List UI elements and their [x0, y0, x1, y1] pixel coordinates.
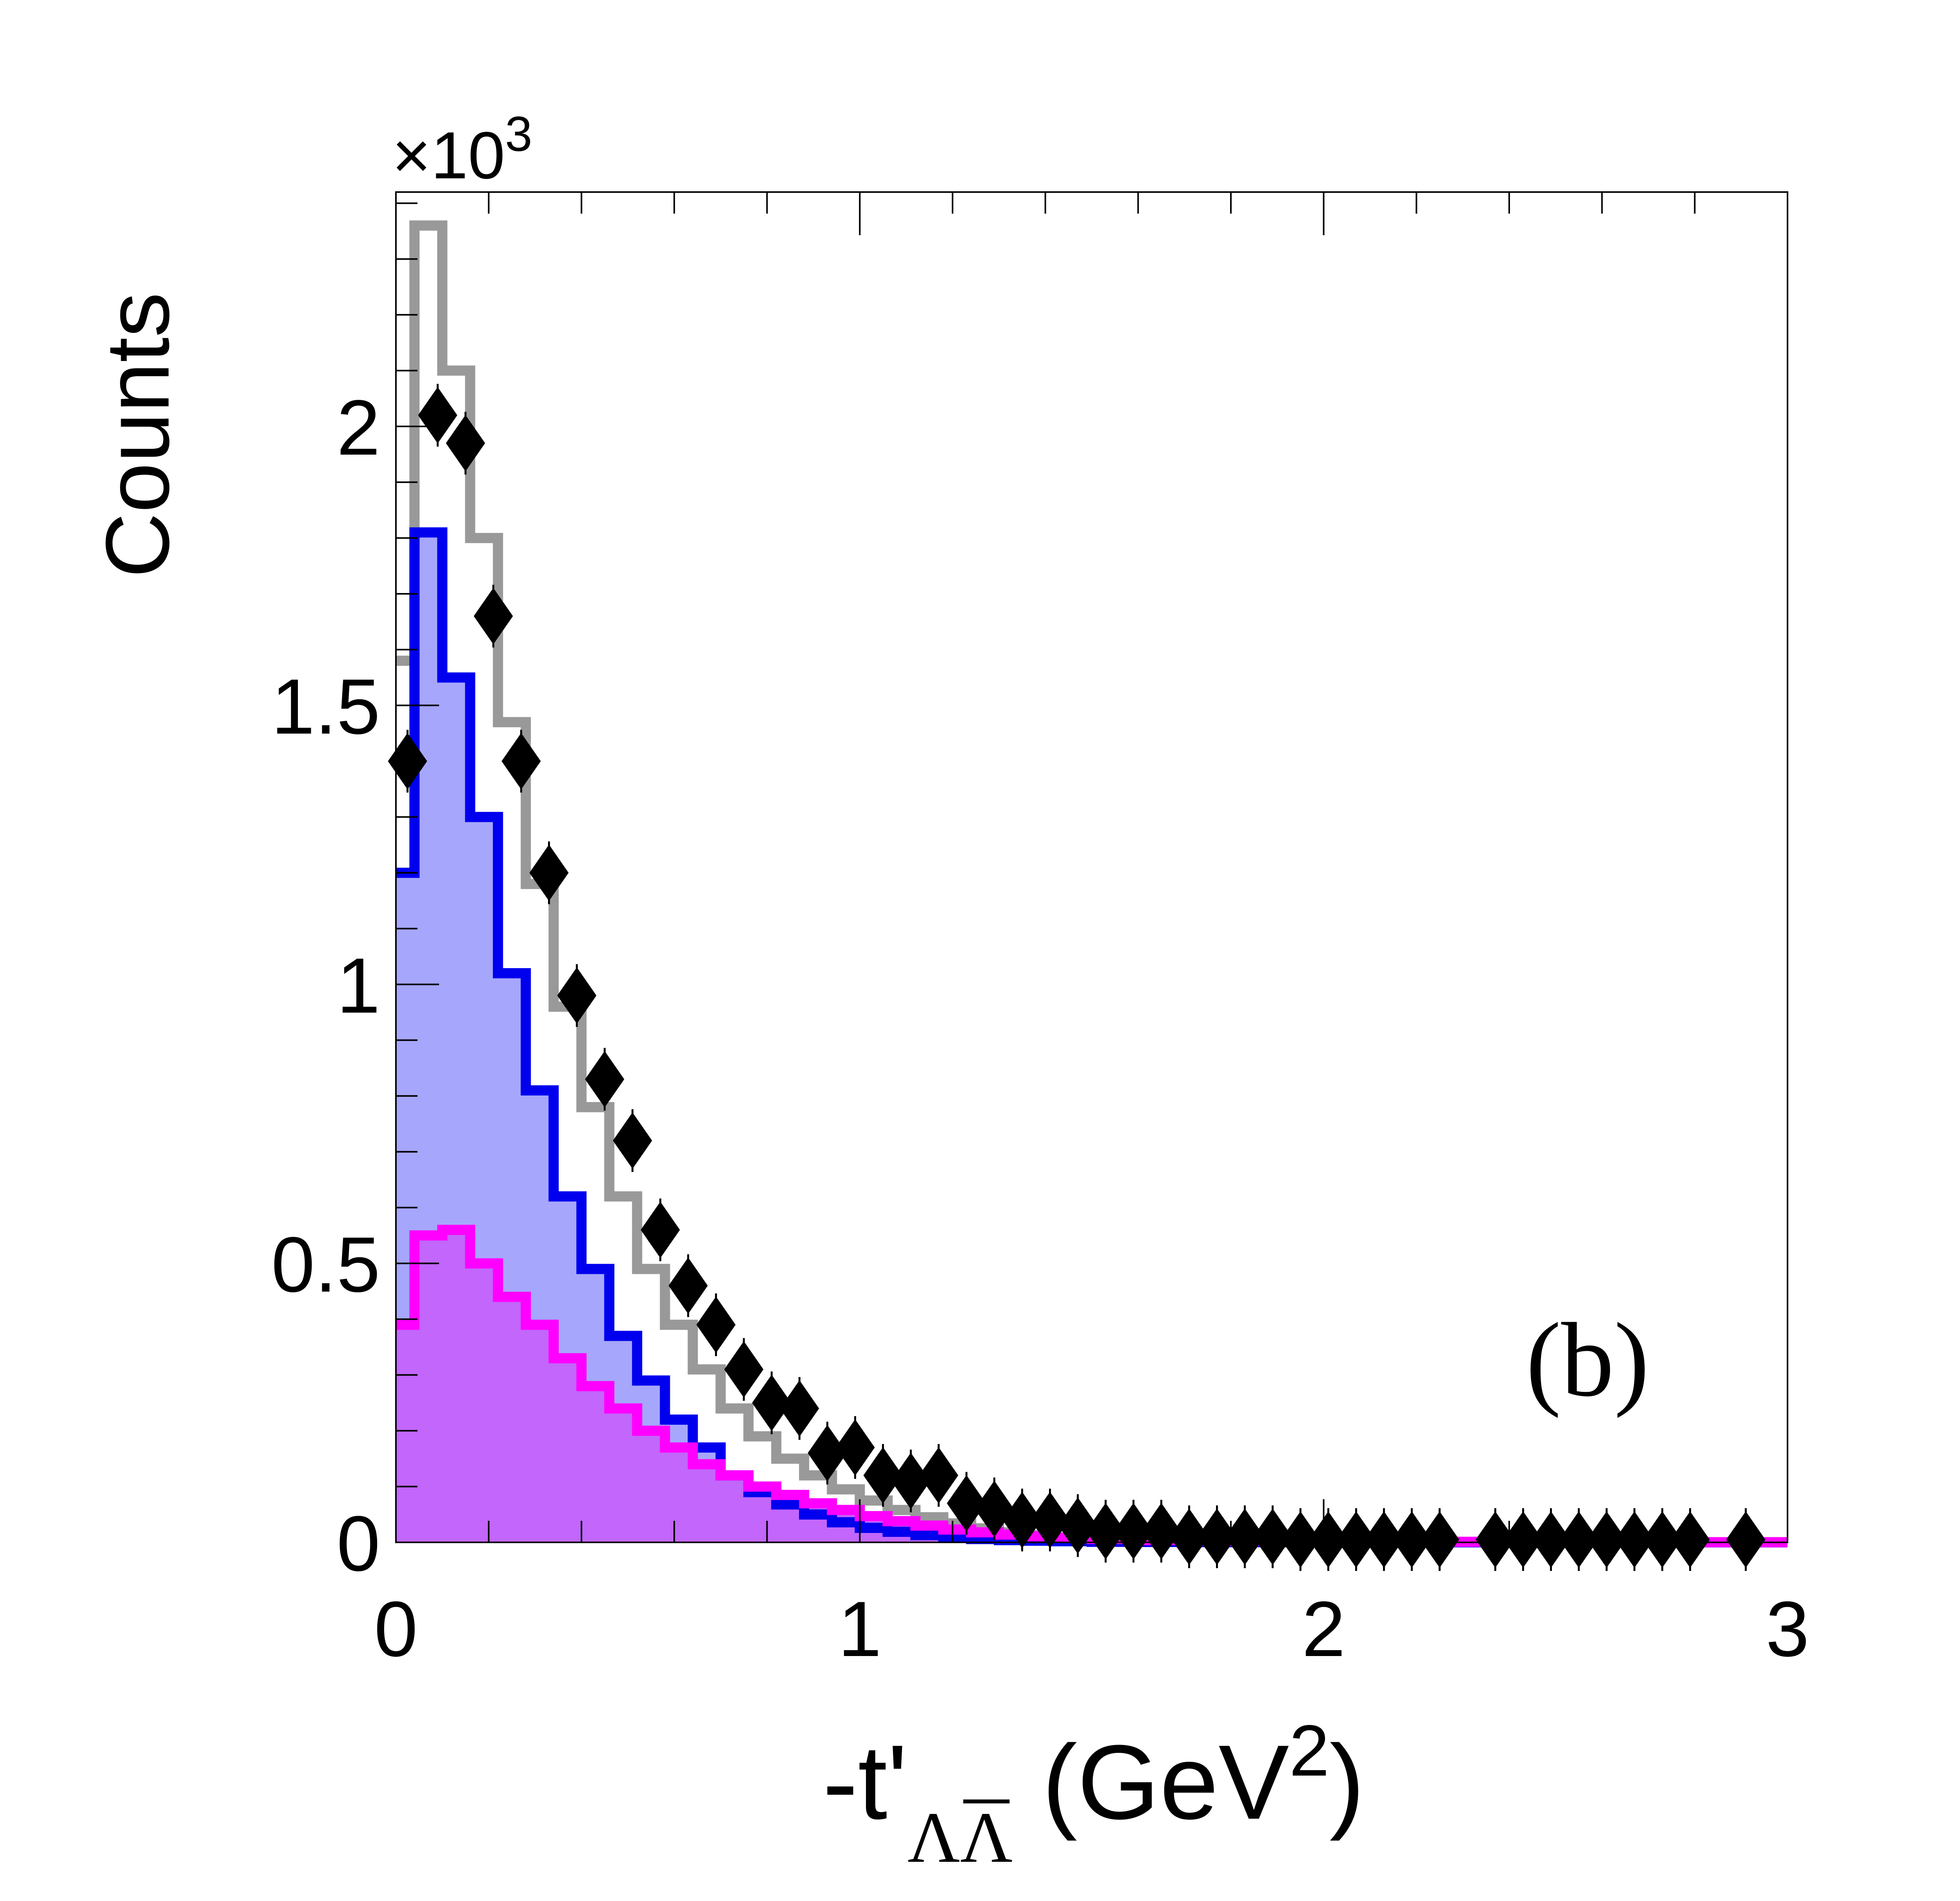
data-point	[1642, 1511, 1682, 1568]
data-point	[668, 1257, 708, 1314]
x-tick-label: 0	[374, 1585, 417, 1673]
data-point	[863, 1447, 903, 1504]
data-point	[501, 733, 541, 790]
data-point	[724, 1341, 764, 1398]
y-axis-multiplier: ×103	[392, 107, 532, 193]
axis-tick-labels: 0 1 2 3 0 0.5 1 1.5 2	[271, 384, 1809, 1673]
magenta-histogram-fill	[396, 1230, 1788, 1542]
x-axis-label-subscript: ΛΛ	[907, 1798, 1013, 1878]
data-point	[1281, 1511, 1320, 1568]
data-point	[1169, 1508, 1209, 1565]
data-point	[446, 415, 485, 472]
x-tick-label: 3	[1766, 1585, 1809, 1673]
data-point	[1336, 1511, 1376, 1568]
data-point	[613, 1112, 652, 1169]
data-point	[975, 1480, 1014, 1537]
data-point	[1503, 1511, 1543, 1568]
data-point	[641, 1201, 680, 1258]
data-point	[1392, 1511, 1432, 1568]
data-point	[1726, 1511, 1766, 1568]
y-axis-multiplier-exponent: 3	[505, 107, 532, 161]
y-tick-label: 1.5	[271, 663, 380, 751]
plot-frame	[395, 191, 1788, 1543]
data-point	[1420, 1511, 1459, 1568]
data-point	[696, 1296, 736, 1353]
data-point	[1142, 1503, 1181, 1560]
data-point	[752, 1375, 791, 1431]
x-tick-label: 1	[838, 1585, 882, 1673]
data-point	[947, 1475, 986, 1532]
y-tick-label: 1	[337, 942, 380, 1029]
data-point	[891, 1453, 931, 1509]
data-point	[1058, 1497, 1098, 1554]
data-point	[1670, 1511, 1710, 1568]
y-axis-label: Counts	[87, 292, 188, 578]
data-point	[1114, 1503, 1153, 1560]
y-tick-label: 0	[337, 1500, 380, 1587]
data-point	[1475, 1511, 1515, 1568]
x-tick-label: 2	[1302, 1585, 1345, 1673]
axis-ticks	[395, 192, 1788, 1543]
data-point	[1587, 1511, 1626, 1568]
data-point	[919, 1447, 958, 1504]
data-point	[1225, 1508, 1265, 1565]
data-point	[1086, 1503, 1125, 1560]
x-axis-label-superscript: 2	[1289, 1711, 1330, 1791]
data-point	[1531, 1511, 1571, 1568]
histogram-fills	[396, 532, 1788, 1543]
data-point	[1253, 1508, 1292, 1565]
y-tick-label: 0.5	[271, 1221, 380, 1308]
data-point	[1197, 1508, 1237, 1565]
data-point	[835, 1419, 875, 1476]
y-tick-label: 2	[337, 384, 380, 472]
data-point	[557, 967, 597, 1024]
data-point	[1002, 1492, 1042, 1549]
data-point	[1559, 1511, 1599, 1568]
data-points	[388, 384, 1766, 1571]
data-point	[585, 1051, 624, 1108]
data-point	[808, 1425, 847, 1482]
data-point	[1308, 1511, 1348, 1568]
panel-label: (b)	[1526, 1301, 1650, 1418]
data-point	[1615, 1511, 1654, 1568]
x-axis-label: -t'ΛΛ (GeV2)	[823, 1711, 1365, 1878]
data-point	[474, 588, 513, 644]
data-point	[529, 844, 569, 901]
data-point	[780, 1380, 819, 1437]
data-point	[418, 387, 457, 444]
data-point	[1030, 1492, 1070, 1549]
data-point	[1364, 1511, 1404, 1568]
